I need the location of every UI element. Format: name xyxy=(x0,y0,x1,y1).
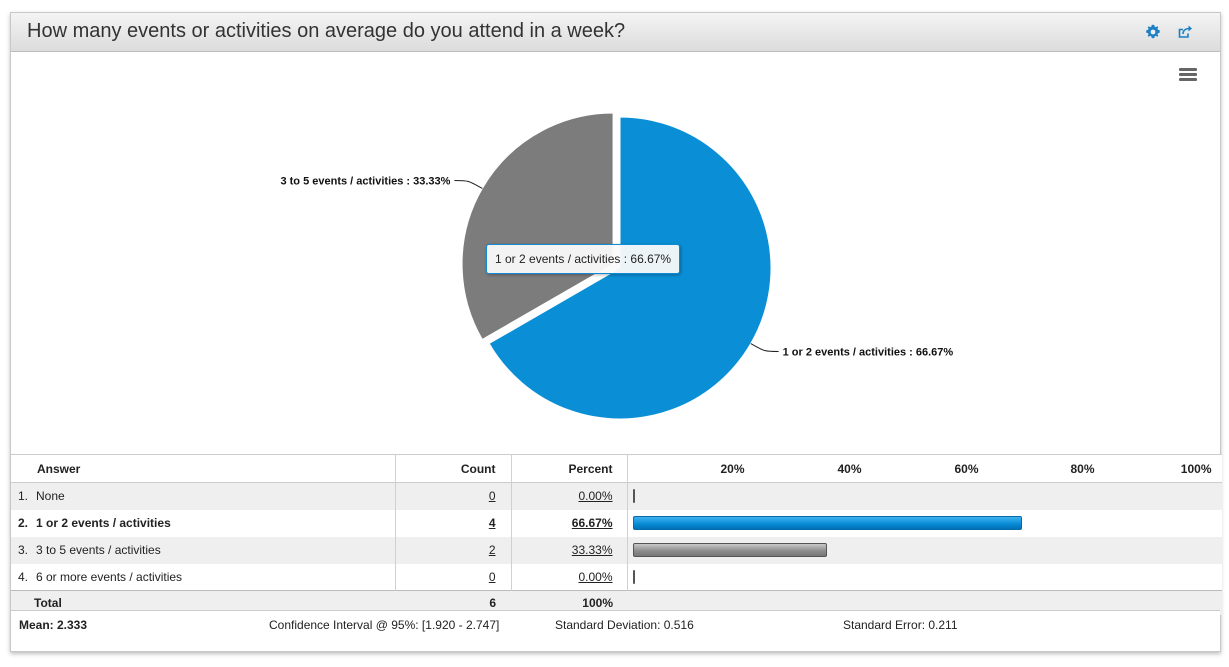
count-cell: 0 xyxy=(395,563,512,591)
axis-tick: 60% xyxy=(954,462,979,476)
answer-label: 1 or 2 events / activities xyxy=(36,516,171,530)
data-label-connector xyxy=(454,179,483,189)
answer-label: 3 to 5 events / activities xyxy=(36,543,161,557)
percent-cell: 33.33% xyxy=(511,536,628,564)
standard-deviation-stat: Standard Deviation: 0.516 xyxy=(555,618,694,632)
percent-link[interactable]: 0.00% xyxy=(578,489,613,504)
answer-label: None xyxy=(36,489,65,504)
percent-link[interactable]: 66.67% xyxy=(571,516,613,530)
question-panel: How many events or activities on average… xyxy=(10,12,1222,652)
answer-label: 6 or more events / activities xyxy=(36,569,183,584)
total-percent: 100% xyxy=(582,595,613,610)
count-link[interactable]: 0 xyxy=(488,489,496,504)
count-link[interactable]: 4 xyxy=(488,516,496,530)
percent-bar xyxy=(632,542,828,557)
chart-tooltip: 1 or 2 events / activities : 66.67% xyxy=(486,244,681,274)
count-cell: 4 xyxy=(395,509,512,537)
row-number: 2. xyxy=(18,516,29,530)
pie-slice[interactable] xyxy=(461,112,614,341)
bar-axis-header: 20% 40% 60% 80% 100% xyxy=(627,455,1222,483)
row-number: 3. xyxy=(18,543,29,557)
percent-cell: 0.00% xyxy=(511,563,628,591)
count-link[interactable]: 2 xyxy=(488,543,496,557)
count-cell: 2 xyxy=(395,536,512,564)
axis-tick: 20% xyxy=(720,462,745,476)
total-count: 6 xyxy=(489,595,496,610)
row-number: 4. xyxy=(18,569,29,584)
percent-cell: 66.67% xyxy=(511,509,628,537)
pie-data-label: 3 to 5 events / activities : 33.33% xyxy=(280,175,450,187)
table-row: 4. 6 or more events / activities 0 0.00% xyxy=(11,563,1222,591)
results-table: Answer Count Percent 20% 40% 60% 80% 100… xyxy=(11,454,1222,615)
panel-header: How many events or activities on average… xyxy=(11,13,1220,52)
row-number: 1. xyxy=(18,489,29,504)
percent-cell: 0.00% xyxy=(511,482,628,510)
count-cell: 0 xyxy=(395,482,512,510)
answer-cell: 1. None xyxy=(11,482,396,510)
answer-cell: 2. 1 or 2 events / activities xyxy=(11,509,396,537)
gear-icon[interactable] xyxy=(1145,24,1161,40)
count-column-header: Count xyxy=(395,454,512,483)
total-label: Total xyxy=(34,595,62,610)
standard-error-stat: Standard Error: 0.211 xyxy=(843,618,958,632)
answer-cell: 3. 3 to 5 events / activities xyxy=(11,536,396,564)
axis-tick: 100% xyxy=(1180,462,1212,476)
chart-menu-icon[interactable] xyxy=(1179,68,1197,82)
bar-cell xyxy=(627,483,1222,510)
question-title: How many events or activities on average… xyxy=(27,20,626,42)
axis-tick: 40% xyxy=(837,462,862,476)
percent-bar xyxy=(632,515,1022,530)
data-label-connector xyxy=(750,343,779,353)
percent-link[interactable]: 33.33% xyxy=(571,543,613,557)
answer-cell: 4. 6 or more events / activities xyxy=(11,563,396,591)
bar-cell xyxy=(627,510,1222,537)
mean-stat: Mean: 2.333 xyxy=(19,618,88,632)
table-row: 3. 3 to 5 events / activities 2 33.33% xyxy=(11,536,1222,564)
percent-bar xyxy=(632,489,635,503)
share-icon[interactable] xyxy=(1177,24,1193,40)
confidence-interval-stat: Confidence Interval @ 95%: [1.920 - 2.74… xyxy=(269,618,500,632)
table-row: 1. None 0 0.00% xyxy=(11,482,1222,510)
percent-bar xyxy=(632,569,635,584)
bar-cell xyxy=(627,564,1222,591)
answer-column-header: Answer xyxy=(11,454,396,483)
pie-data-label: 1 or 2 events / activities : 66.67% xyxy=(783,347,954,359)
table-row: 2. 1 or 2 events / activities 4 66.67% xyxy=(11,509,1222,537)
percent-link[interactable]: 0.00% xyxy=(578,569,613,584)
percent-column-header: Percent xyxy=(511,454,628,483)
axis-tick: 80% xyxy=(1070,462,1095,476)
table-header-row: Answer Count Percent 20% 40% 60% 80% 100… xyxy=(11,454,1222,483)
count-link[interactable]: 0 xyxy=(488,569,496,584)
bar-cell xyxy=(627,537,1222,564)
statistics-bar: Mean: 2.333 Confidence Interval @ 95%: [… xyxy=(11,610,1220,637)
